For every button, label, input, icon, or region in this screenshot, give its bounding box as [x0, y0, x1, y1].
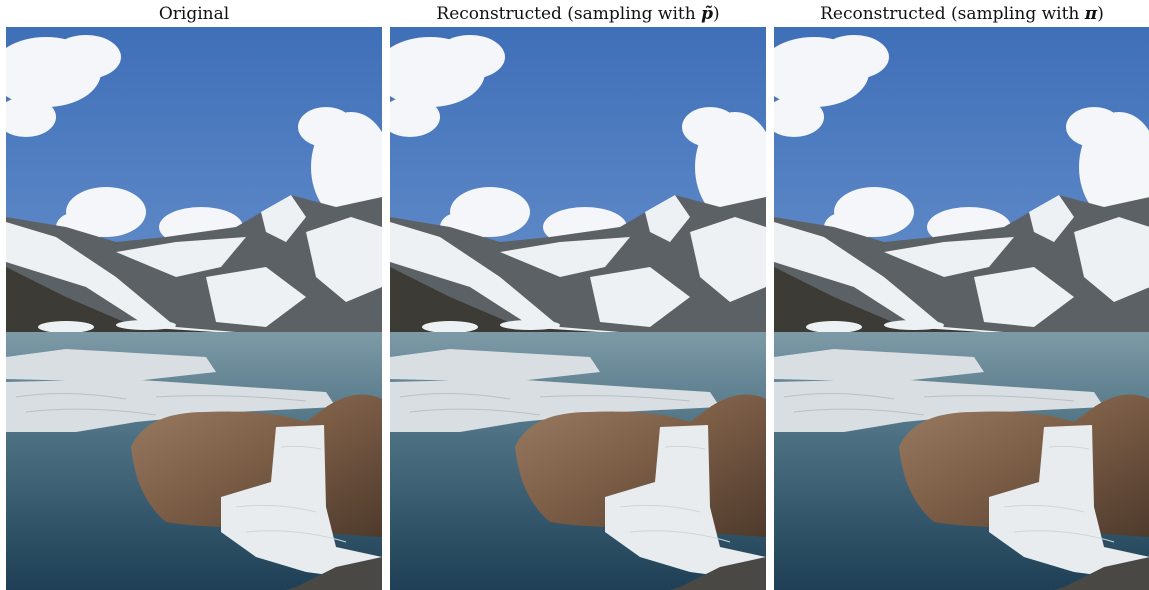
- mountain-lake-photo: [390, 27, 766, 590]
- mountain-lake-photo: [774, 27, 1149, 590]
- panel-reconstructed-pi: Reconstructed (sampling with π): [774, 0, 1149, 590]
- mountain-lake-photo: [6, 27, 382, 590]
- panel-title: Reconstructed (sampling with π): [820, 4, 1104, 24]
- panel-original: Original: [6, 0, 382, 590]
- panel-title: Original: [158, 4, 230, 24]
- panel-reconstructed-p-tilde: Reconstructed (sampling with p̃): [390, 0, 766, 590]
- panel-title: Reconstructed (sampling with p̃): [436, 4, 720, 24]
